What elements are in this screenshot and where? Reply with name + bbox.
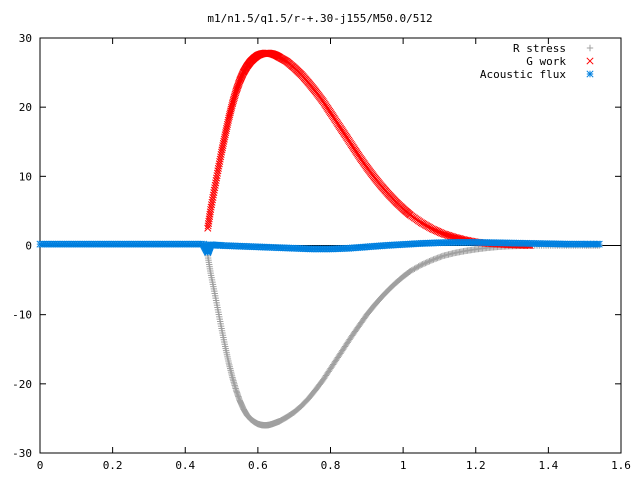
x-tick-label: 0.6 xyxy=(248,459,268,472)
star-icon xyxy=(586,70,594,78)
data-point xyxy=(438,253,445,260)
legend-label-r-stress: R stress xyxy=(513,42,566,55)
star-marker-icon xyxy=(586,70,594,78)
data-point xyxy=(220,135,228,143)
data-point xyxy=(423,259,430,266)
data-point xyxy=(437,253,444,261)
plus-icon xyxy=(586,44,594,52)
x-tick-label: 1.6 xyxy=(611,459,631,472)
data-point xyxy=(433,255,440,262)
data-point xyxy=(233,83,242,91)
data-point xyxy=(218,148,226,156)
x-tick-label: 1 xyxy=(400,459,407,472)
cross-marker-icon xyxy=(586,57,594,65)
legend-label-acoustic-flux: Acoustic flux xyxy=(480,68,566,81)
data-point xyxy=(219,142,227,150)
data-point xyxy=(415,263,422,270)
data-point xyxy=(431,255,439,263)
cross-icon xyxy=(586,57,594,65)
data-point xyxy=(223,122,231,131)
series-acoustic-flux xyxy=(36,238,603,256)
legend-entry-r-stress: R stress xyxy=(513,42,594,55)
data-point xyxy=(234,81,242,89)
series-r-stress xyxy=(204,242,603,429)
data-point xyxy=(430,256,437,263)
data-point xyxy=(232,87,240,95)
y-tick-label: 0 xyxy=(25,240,32,253)
data-point xyxy=(232,86,241,94)
y-axis: -30 -20 -10 0 10 20 30 xyxy=(12,32,621,460)
data-point xyxy=(412,264,420,272)
data-point xyxy=(428,256,436,264)
series-layer xyxy=(36,49,603,429)
data-point xyxy=(409,266,417,273)
data-point xyxy=(222,129,230,137)
data-point xyxy=(426,258,433,265)
y-tick-label: 30 xyxy=(19,32,32,45)
data-point xyxy=(407,267,414,275)
data-point xyxy=(420,260,428,267)
x-tick-label: 0 xyxy=(37,459,44,472)
legend-entry-acoustic-flux: Acoustic flux xyxy=(480,68,594,81)
data-point xyxy=(411,265,418,272)
legend-entry-g-work: G work xyxy=(526,55,594,68)
data-point xyxy=(419,261,426,268)
data-point xyxy=(234,82,242,90)
legend: R stress G work Acoustic flux xyxy=(480,42,594,81)
data-point xyxy=(408,267,415,274)
data-point xyxy=(218,146,226,154)
data-point xyxy=(413,264,421,271)
data-point xyxy=(221,133,229,141)
y-tick-label: 10 xyxy=(19,170,32,183)
data-point xyxy=(434,254,441,262)
x-tick-label: 1.2 xyxy=(466,459,486,472)
data-point xyxy=(595,240,603,248)
data-point xyxy=(218,144,227,152)
data-point xyxy=(424,258,432,266)
data-point xyxy=(233,85,241,93)
y-tick-label: -20 xyxy=(12,378,32,391)
x-tick-label: 0.4 xyxy=(175,459,195,472)
y-tick-label: -30 xyxy=(12,447,32,460)
y-tick-label: 20 xyxy=(19,101,32,114)
data-point xyxy=(427,257,435,264)
chart-title: m1/n1.5/q1.5/r-+.30-j155/M50.0/512 xyxy=(207,12,432,25)
x-tick-label: 0.2 xyxy=(103,459,123,472)
data-point xyxy=(435,254,443,261)
data-point xyxy=(220,137,228,145)
x-axis: 0 0.2 0.4 0.6 0.8 1 1.2 1.4 1.6 xyxy=(37,38,631,472)
legend-label-g-work: G work xyxy=(526,55,566,68)
data-point xyxy=(422,259,429,267)
x-tick-label: 0.8 xyxy=(321,459,341,472)
data-point xyxy=(235,79,243,88)
data-point xyxy=(221,131,229,139)
data-point xyxy=(223,120,232,129)
data-point xyxy=(416,262,424,269)
y-tick-label: -10 xyxy=(12,309,32,322)
data-point xyxy=(219,139,227,148)
data-point xyxy=(223,125,231,133)
x-tick-label: 1.4 xyxy=(538,459,558,472)
data-point xyxy=(418,261,425,269)
plus-marker-icon xyxy=(586,44,594,52)
data-point xyxy=(224,118,232,126)
data-point xyxy=(222,127,230,135)
